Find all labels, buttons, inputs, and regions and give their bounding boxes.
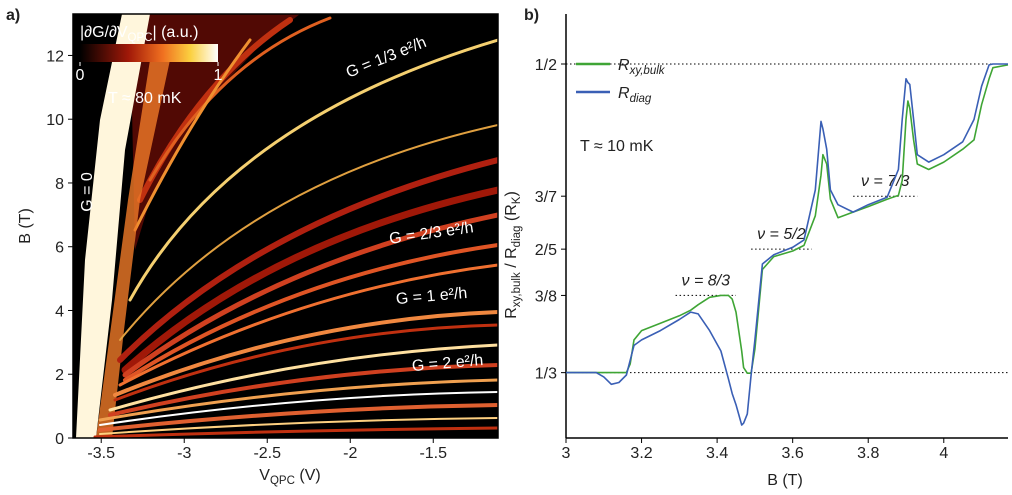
colorbar-tick-label: 0	[76, 67, 85, 84]
x-tick-label: 3	[562, 445, 571, 462]
x-tick-label: -3.5	[87, 445, 115, 462]
colorbar-label-part: QPC	[128, 32, 153, 44]
y-tick-label: 8	[55, 176, 64, 193]
colorbar-label-part: |∂G/∂V	[80, 24, 128, 41]
plot-frame	[72, 13, 499, 439]
filling-factor-label: ν = 8/3	[682, 272, 731, 289]
x-tick-label: 3.8	[857, 445, 879, 462]
legend-label-part: diag	[630, 93, 652, 105]
colorbar	[80, 44, 218, 62]
y-tick-label: 1/2	[535, 57, 557, 74]
temperature: T ≈ 80 mK	[108, 90, 182, 107]
x-tick-label: 4	[939, 445, 948, 462]
x-axis-label-part: B	[767, 472, 778, 489]
legend-label-part: xy,bulk	[629, 65, 666, 77]
legend-label-part: R	[618, 57, 630, 74]
y-axis-label: Rxy,bulk / Rdiag (RK)	[503, 191, 523, 319]
x-axis-label-part: V	[259, 467, 270, 484]
y-tick-label: 2	[55, 367, 64, 384]
filling-factor-label: ν = 5/2	[757, 226, 806, 243]
legend-label: Rxy,bulk	[618, 57, 666, 77]
y-tick-label: 6	[55, 240, 64, 257]
colorbar-label: |∂G/∂VQPC| (a.u.)	[80, 24, 198, 44]
y-tick-label: 3/8	[535, 288, 557, 305]
y-tick-label: 4	[55, 303, 64, 320]
y-tick-label: 0	[55, 431, 64, 448]
y-axis-label-part: B	[17, 233, 34, 244]
heatmap-image	[73, 14, 498, 438]
y-tick-label: 10	[46, 112, 64, 129]
y-axis-label-part: /	[503, 259, 520, 272]
x-tick-label: 3.4	[706, 445, 728, 462]
temperature: T ≈ 10 mK	[580, 138, 654, 155]
legend-label-part: R	[618, 85, 630, 102]
x-tick-label: -2.5	[253, 445, 281, 462]
legend-label: Rdiag	[618, 85, 652, 105]
filling-factor-label: ν = 7/3	[861, 173, 910, 190]
y-axis-label-part: (T)	[17, 208, 34, 233]
y-tick-label: 3/7	[535, 189, 557, 206]
x-axis-label: B (T)	[767, 472, 803, 489]
y-axis-label-part: (R	[503, 204, 520, 225]
y-tick-label: 12	[46, 48, 64, 65]
x-tick-label: -2	[343, 445, 357, 462]
x-axis-label-part: (V)	[295, 467, 321, 484]
x-tick-label: 3.6	[782, 445, 804, 462]
y-axis-label: B (T)	[17, 208, 34, 244]
y-axis-label-part: )	[503, 191, 520, 196]
y-axis-label-part: K	[511, 196, 523, 204]
plateau-label: G = 2 e²/h	[411, 352, 484, 375]
colorbar-label-part: | (a.u.)	[153, 24, 199, 41]
panel-label: a)	[6, 7, 20, 24]
y-tick-label: 2/5	[535, 242, 557, 259]
series-line	[566, 64, 1009, 374]
x-tick-label: 3.2	[630, 445, 652, 462]
x-axis-label-part: (T)	[778, 472, 803, 489]
plateau-label: G = 0	[79, 172, 96, 212]
series-line	[566, 63, 1008, 426]
y-axis-label-part: xy,bulk	[511, 272, 523, 307]
colorbar-tick-label: 1	[214, 67, 223, 84]
x-tick-label: -3	[177, 445, 191, 462]
y-axis-label-part: R	[503, 307, 520, 319]
panel-label: b)	[524, 7, 539, 24]
x-tick-label: -1.5	[419, 445, 447, 462]
x-axis-label: VQPC (V)	[259, 467, 320, 487]
plateau-label: G = 1 e²/h	[395, 285, 468, 308]
y-tick-label: 1/3	[535, 366, 557, 383]
y-axis-label-part: diag	[511, 226, 523, 248]
y-axis-label-part: R	[503, 247, 520, 259]
x-axis-label-part: QPC	[270, 475, 295, 487]
